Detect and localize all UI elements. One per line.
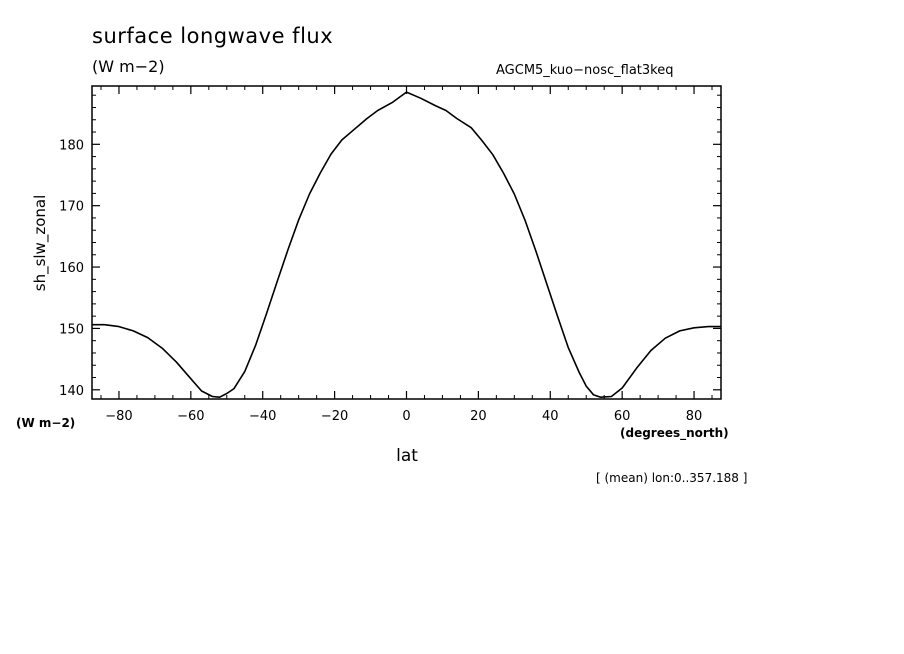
x-tick-label: −20	[321, 409, 348, 424]
chart-title: surface longwave flux	[92, 24, 334, 48]
dataset-label: AGCM5_kuo−nosc_flat3keq	[496, 63, 674, 78]
chart-units: (W m−2)	[92, 57, 165, 76]
x-tick-label: 0	[402, 409, 410, 424]
y-tick-label: 180	[59, 138, 84, 153]
x-tick-label: 40	[542, 409, 559, 424]
y-tick-label: 140	[59, 384, 84, 399]
y-tick-label: 160	[59, 261, 84, 276]
minor-ticks	[92, 86, 721, 399]
y-tick-label: 150	[59, 322, 84, 337]
y-axis-units: (W m−2)	[16, 416, 76, 430]
x-axis-label: lat	[396, 446, 418, 466]
x-axis-units: (degrees_north)	[620, 426, 729, 440]
series-layer	[92, 91, 721, 399]
x-tick-label: −60	[177, 409, 204, 424]
major-ticks	[92, 86, 721, 399]
x-tick-label: −40	[249, 409, 276, 424]
tick-labels: −80 −60 −40 −20 0 20 40 60 80 140 150 160 170 180	[59, 138, 702, 424]
y-tick-label: 170	[59, 200, 84, 215]
x-tick-label: −80	[105, 409, 132, 424]
x-tick-label: 60	[614, 409, 631, 424]
plot-frame	[91, 85, 722, 400]
x-tick-label: 80	[686, 409, 703, 424]
x-tick-label: 20	[470, 409, 487, 424]
series-line	[92, 91, 721, 399]
footnote: [ (mean) lon:0..357.188 ]	[596, 471, 748, 485]
